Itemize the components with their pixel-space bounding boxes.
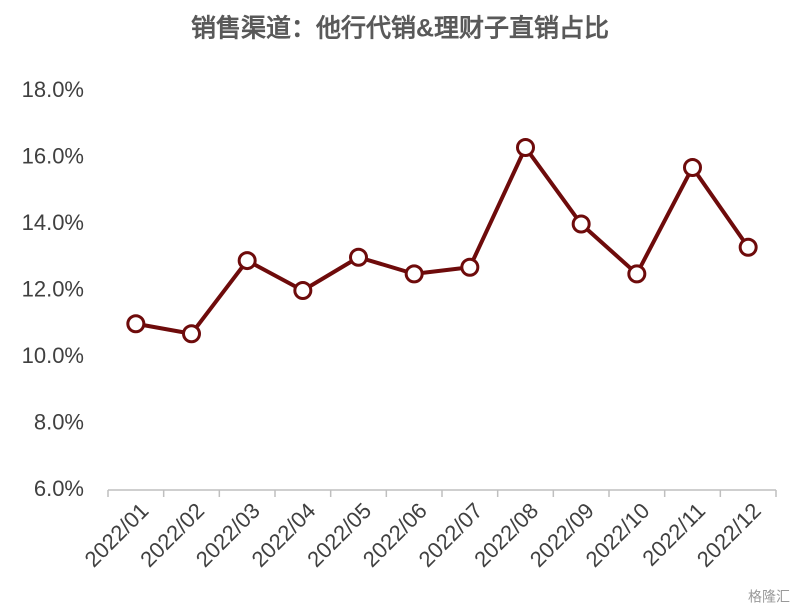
marker — [460, 257, 480, 277]
marker — [683, 157, 702, 177]
y-tick-label: 12.0% — [22, 276, 84, 301]
marker — [627, 264, 647, 284]
marker — [738, 237, 758, 257]
marker — [237, 251, 257, 271]
marker — [293, 281, 313, 300]
y-tick-label: 8.0% — [34, 409, 84, 434]
y-tick-label: 6.0% — [34, 476, 84, 501]
marker — [349, 247, 368, 267]
marker — [182, 324, 201, 344]
marker — [516, 138, 535, 158]
marker — [126, 314, 146, 334]
marker — [571, 214, 591, 234]
y-tick-label: 14.0% — [22, 210, 84, 235]
marker — [404, 264, 424, 284]
y-tick-label: 18.0% — [22, 77, 84, 102]
y-tick-label: 16.0% — [22, 143, 84, 168]
y-tick-label: 10.0% — [22, 343, 84, 368]
line — [135, 145, 750, 336]
chart-title: 销售渠道：他行代销&理财子直销占比 — [191, 14, 609, 43]
watermark: 格隆汇 — [748, 589, 790, 605]
